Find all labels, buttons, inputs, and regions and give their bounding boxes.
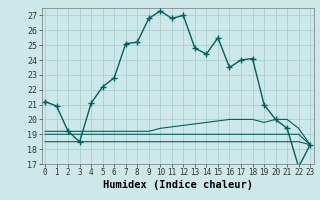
X-axis label: Humidex (Indice chaleur): Humidex (Indice chaleur) bbox=[103, 180, 252, 190]
